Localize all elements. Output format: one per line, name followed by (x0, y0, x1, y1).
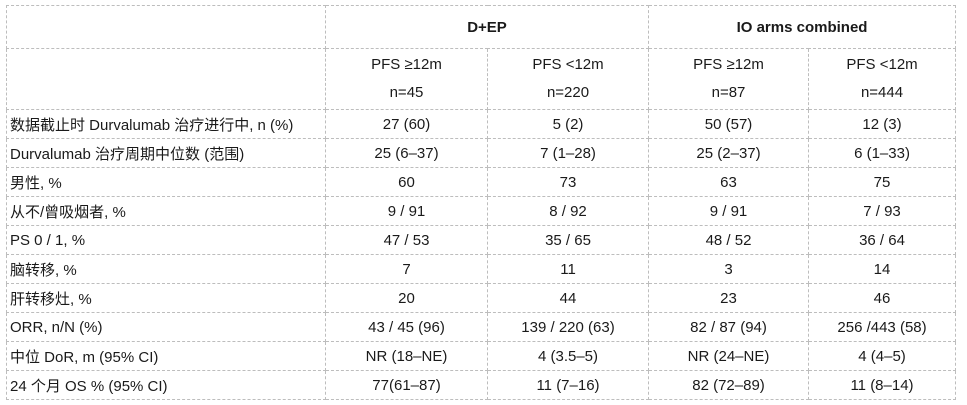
table-cell: 50 (57) (648, 109, 810, 139)
table-row-ps: PS 0 / 1, % 47 / 53 35 / 65 48 / 52 36 /… (6, 225, 957, 255)
column-header-io-pfs-ge12: PFS ≥12m n=87 (648, 48, 810, 110)
table-cell: 23 (648, 283, 810, 313)
column-header-n: n=87 (711, 84, 746, 101)
table-cell: 7 / 93 (808, 196, 957, 226)
table-row-male: 男性, % 60 73 63 75 (6, 167, 957, 197)
table-cell: 7 (325, 254, 488, 284)
table-row-median-cycles: Durvalumab 治疗周期中位数 (范围) 25 (6–37) 7 (1–2… (6, 138, 957, 168)
clinical-outcomes-table: D+EP IO arms combined PFS ≥12m n=45 PFS … (6, 5, 957, 400)
table-cell: 82 / 87 (94) (648, 312, 810, 342)
column-header-n: n=444 (860, 84, 904, 101)
column-header-row: PFS ≥12m n=45 PFS <12m n=220 PFS ≥12m n=… (6, 48, 957, 110)
table-cell: 47 / 53 (325, 225, 488, 255)
table-cell: 8 / 92 (486, 196, 650, 226)
column-header-title: PFS <12m (846, 56, 918, 73)
table-cell: 9 / 91 (648, 196, 810, 226)
corner-cell-2 (6, 48, 326, 110)
table-cell: 36 / 64 (808, 225, 957, 255)
row-label: 脑转移, % (6, 254, 326, 284)
row-label: 从不/曾吸烟者, % (6, 196, 326, 226)
table-cell: 11 (8–14) (808, 370, 957, 400)
table-row-smoking-status: 从不/曾吸烟者, % 9 / 91 8 / 92 9 / 91 7 / 93 (6, 196, 957, 226)
table-cell: 4 (3.5–5) (486, 341, 650, 371)
table-cell: 63 (648, 167, 810, 197)
row-label: 24 个月 OS % (95% CI) (6, 370, 326, 400)
table-cell: 6 (1–33) (808, 138, 957, 168)
table-row-brain-metastasis: 脑转移, % 7 11 3 14 (6, 254, 957, 284)
table-cell: 3 (648, 254, 810, 284)
table-cell: 12 (3) (808, 109, 957, 139)
table-cell: 11 (486, 254, 650, 284)
table-cell: 44 (486, 283, 650, 313)
row-label: 肝转移灶, % (6, 283, 326, 313)
table-row-ongoing-treatment: 数据截止时 Durvalumab 治疗进行中, n (%) 27 (60) 5 … (6, 109, 957, 139)
group-header-row: D+EP IO arms combined (6, 5, 957, 49)
table-cell: NR (18–NE) (325, 341, 488, 371)
table-cell: 14 (808, 254, 957, 284)
row-label: PS 0 / 1, % (6, 225, 326, 255)
table-cell: 43 / 45 (96) (325, 312, 488, 342)
table-cell: 35 / 65 (486, 225, 650, 255)
column-header-title: PFS ≥12m (371, 56, 442, 73)
corner-cell (6, 5, 326, 49)
table-cell: 4 (4–5) (808, 341, 957, 371)
table-cell: 48 / 52 (648, 225, 810, 255)
column-header-n: n=45 (389, 84, 424, 101)
row-label: 中位 DoR, m (95% CI) (6, 341, 326, 371)
group-header-io: IO arms combined (648, 5, 957, 49)
row-label: Durvalumab 治疗周期中位数 (范围) (6, 138, 326, 168)
group-header-dep: D+EP (324, 5, 650, 49)
table-row-orr: ORR, n/N (%) 43 / 45 (96) 139 / 220 (63)… (6, 312, 957, 342)
table-cell: 25 (2–37) (648, 138, 810, 168)
table-cell: 75 (808, 167, 957, 197)
table-cell: 73 (486, 167, 650, 197)
table-cell: 256 /443 (58) (808, 312, 957, 342)
table-cell: 25 (6–37) (325, 138, 488, 168)
table-row-median-dor: 中位 DoR, m (95% CI) NR (18–NE) 4 (3.5–5) … (6, 341, 957, 371)
column-header-dep-pfs-ge12: PFS ≥12m n=45 (325, 48, 488, 110)
column-header-dep-pfs-lt12: PFS <12m n=220 (486, 48, 650, 110)
table-row-liver-metastasis: 肝转移灶, % 20 44 23 46 (6, 283, 957, 313)
table-cell: 46 (808, 283, 957, 313)
table-cell: 11 (7–16) (486, 370, 650, 400)
row-label: 数据截止时 Durvalumab 治疗进行中, n (%) (6, 109, 326, 139)
table-row-24mo-os: 24 个月 OS % (95% CI) 77(61–87) 11 (7–16) … (6, 370, 957, 400)
table-cell: 27 (60) (325, 109, 488, 139)
column-header-n: n=220 (546, 84, 590, 101)
table-cell: NR (24–NE) (648, 341, 810, 371)
column-header-io-pfs-lt12: PFS <12m n=444 (808, 48, 957, 110)
table-cell: 139 / 220 (63) (486, 312, 650, 342)
table-cell: 9 / 91 (325, 196, 488, 226)
row-label: 男性, % (6, 167, 326, 197)
table-cell: 60 (325, 167, 488, 197)
column-header-title: PFS <12m (532, 56, 604, 73)
table-cell: 20 (325, 283, 488, 313)
row-label: ORR, n/N (%) (6, 312, 326, 342)
table-cell: 77(61–87) (325, 370, 488, 400)
column-header-title: PFS ≥12m (693, 56, 764, 73)
table-cell: 7 (1–28) (486, 138, 650, 168)
table-cell: 82 (72–89) (648, 370, 810, 400)
table-cell: 5 (2) (486, 109, 650, 139)
